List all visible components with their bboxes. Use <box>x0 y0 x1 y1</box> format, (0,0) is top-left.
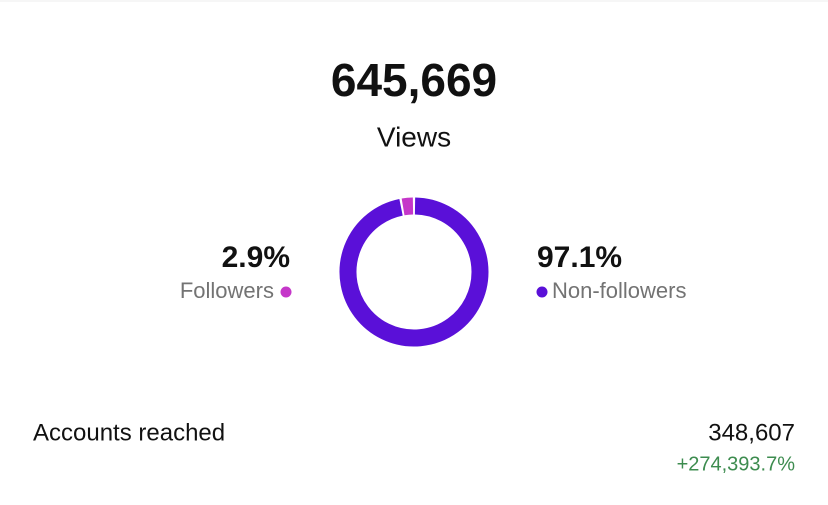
donut-segment <box>339 197 489 347</box>
donut-segment <box>401 197 414 216</box>
views-label: Views <box>377 121 451 152</box>
legend-dot <box>280 286 292 298</box>
followers-percent: 2.9% <box>222 241 290 274</box>
views-count: 645,669 <box>331 54 497 106</box>
followers-label: Followers <box>180 278 274 303</box>
non-followers-percent: 97.1% <box>537 241 622 274</box>
legend-dot <box>536 286 548 298</box>
metric-change: +274,393.7% <box>677 453 796 475</box>
metric-label: Accounts reached <box>33 419 225 446</box>
metric-value: 348,607 <box>708 419 795 446</box>
non-followers-label: Non-followers <box>552 278 687 303</box>
